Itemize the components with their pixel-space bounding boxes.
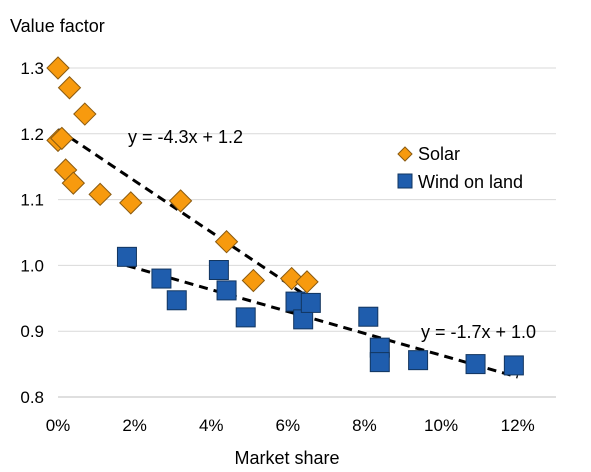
x-axis-ticks: 0% 2% 4% 6% 8% 10% 12%: [46, 416, 535, 435]
wind-point: [151, 268, 172, 289]
y-tick-label: 1.0: [20, 256, 44, 275]
solar-point: [168, 189, 193, 213]
solar-point: [46, 56, 70, 80]
x-tick-label: 12%: [501, 416, 535, 435]
solar-point: [119, 191, 143, 215]
y-tick-label: 0.8: [20, 388, 44, 407]
solar-point: [50, 126, 74, 151]
legend-solar-marker: [397, 146, 413, 162]
x-tick-label: 4%: [199, 416, 224, 435]
solar-point: [61, 171, 86, 195]
data-points: [46, 56, 524, 376]
wind-point: [369, 352, 390, 373]
solar-point: [214, 230, 239, 254]
x-tick-label: 2%: [122, 416, 147, 435]
x-axis-title: Market share: [234, 448, 339, 468]
solar-trendline-equation: y = -4.3x + 1.2: [128, 127, 243, 147]
y-tick-label: 1.2: [20, 125, 44, 144]
x-tick-label: 6%: [276, 416, 301, 435]
solar-point: [88, 182, 112, 207]
wind-point: [208, 260, 229, 281]
wind-point: [166, 290, 187, 311]
wind-point: [503, 355, 524, 376]
solar-point: [241, 268, 266, 293]
solar-point: [295, 270, 319, 294]
wind-point: [300, 292, 321, 313]
solar-point: [279, 266, 304, 291]
legend-solar-label: Solar: [418, 144, 460, 164]
y-tick-label: 1.3: [20, 59, 44, 78]
y-tick-label: 1.1: [20, 191, 44, 210]
wind-trendline: [126, 264, 519, 379]
wind-point: [116, 246, 137, 267]
trendlines: [57, 128, 519, 379]
wind-trendline-equation: y = -1.7x + 1.0: [421, 322, 536, 342]
wind-point: [358, 306, 379, 327]
legend-wind-marker: [397, 173, 413, 189]
wind-point: [465, 354, 486, 375]
x-tick-label: 10%: [424, 416, 458, 435]
x-tick-label: 0%: [46, 416, 71, 435]
wind-point: [216, 280, 237, 301]
y-axis-title: Value factor: [10, 16, 105, 36]
wind-point: [235, 307, 256, 328]
solar-point: [57, 76, 82, 100]
legend-wind-label: Wind on land: [418, 172, 523, 192]
x-tick-label: 8%: [352, 416, 377, 435]
wind-point: [408, 350, 429, 371]
solar-point: [73, 102, 97, 126]
gridlines: [58, 67, 556, 398]
y-tick-label: 0.9: [20, 322, 44, 341]
legend: Solar Wind on land: [397, 144, 523, 192]
solar-trendline: [57, 128, 312, 301]
y-axis-ticks: 0.8 0.9 1.0 1.1 1.2 1.3: [20, 59, 44, 407]
